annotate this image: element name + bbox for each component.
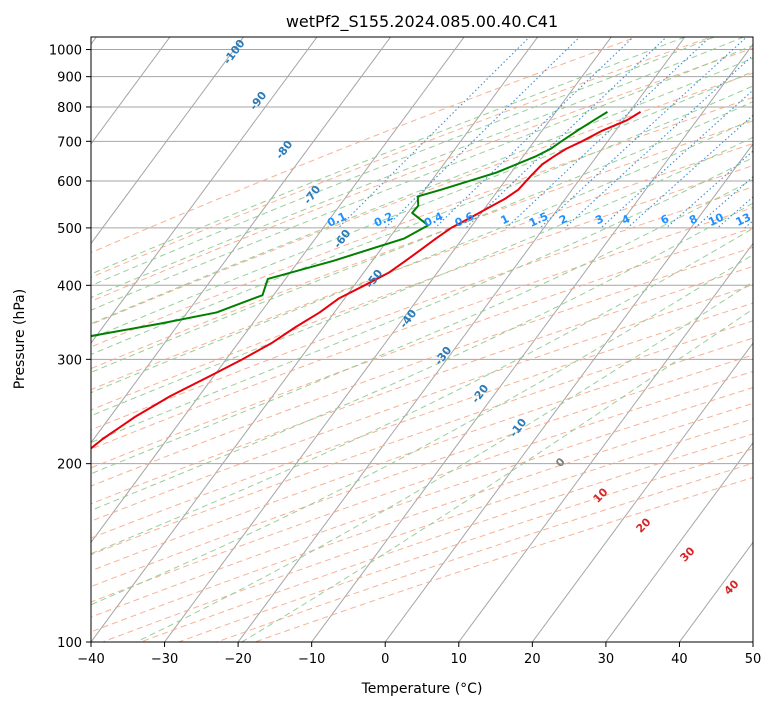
isotherm-gridline [531,342,753,642]
moist-adiabat [91,254,753,606]
isotherm-gridline [91,37,245,245]
chart-title: wetPf2_S155.2024.085.00.40.C41 [286,12,558,32]
moist-adiabat [91,101,753,373]
dewpoint-line [91,110,608,338]
x-tick-label: 30 [598,652,615,667]
y-tick-label: 900 [57,71,82,86]
mixing-ratio-line [665,150,753,229]
x-tick-label: −30 [151,652,178,667]
y-tick-label: 200 [57,458,82,473]
moist-adiabat [91,37,744,299]
moist-adiabat [91,178,753,475]
mixing-ratio-line [465,37,668,229]
y-tick-label: 100 [57,636,82,651]
mixing-ratio-line [600,89,753,229]
y-tick-label: 700 [57,135,82,150]
isotherm-gridline [458,242,753,642]
moist-adiabat [91,136,753,417]
mixing-ratio-line [384,37,581,229]
moist-adiabat [91,227,753,555]
dry-adiabat [91,207,753,450]
dry-adiabat [91,320,753,556]
dry-adiabat [139,433,753,642]
moist-adiabat [91,44,753,311]
mixing-ratio-label: 10 [706,210,726,228]
y-axis-title: Pressure (hPa) [12,289,28,389]
isotherm-gridline [91,37,171,145]
mixing-ratio-lines [337,37,753,229]
isotherm-gridline [163,37,612,642]
mixing-ratio-line [434,37,635,229]
isotherm-gridline [91,37,465,544]
dry-adiabat [91,120,753,370]
y-tick-label: 800 [57,101,82,116]
dry-adiabat [101,418,753,642]
moist-adiabat [240,308,753,642]
x-tick-label: 0 [381,652,389,667]
dry-adiabat [253,476,753,642]
plot-area: -100-90-80-70-60-50-40-30-20-10010203040… [91,37,753,642]
dry-adiabat [91,302,753,539]
isotherm-gridline [678,541,753,642]
moist-adiabat [91,70,753,339]
mixing-ratio-line [539,37,748,229]
x-tick-label: 40 [671,652,688,667]
x-tick-label: 10 [451,652,468,667]
sounding-series [91,110,642,450]
x-tick-label: −40 [77,652,104,667]
y-tick-label: 400 [57,279,82,294]
isotherm-gridline [91,37,392,444]
y-tick-label: 600 [57,175,82,190]
y-tick-label: 300 [57,353,82,368]
x-tick-label: 20 [524,652,541,667]
isotherm-grid [91,37,753,642]
x-axis-title: Temperature (°C) [361,681,483,697]
x-tick-label: 50 [745,652,762,667]
dry-adiabat [91,284,753,522]
x-tick-label: −20 [224,652,251,667]
dry-adiabat [91,354,753,588]
isobar-grid [91,49,753,642]
dry-adiabat [91,47,753,302]
dry-adiabat [91,96,753,348]
x-tick-label: −10 [298,652,325,667]
plot-frame [90,36,754,643]
dry-adiabat [91,337,753,572]
mixing-ratio-line [337,37,531,229]
isotherm-gridline [605,441,753,642]
y-axis: 100 200 300 400 500 600 700 800 900 1000 [49,44,91,651]
mixing-ratio-label: 13 [734,211,753,229]
dry-adiabat [91,142,753,391]
isotherm-gridline [91,37,539,642]
moist-adiabats [91,37,753,642]
y-tick-label: 1000 [49,44,82,59]
temperature-line [91,110,642,450]
y-tick-label: 500 [57,222,82,237]
x-axis: −40 −30 −20 −10 0 10 20 30 40 50 [77,642,761,667]
dry-adiabat [91,186,753,431]
isotherm-gridline [91,37,318,344]
dry-adiabat [215,462,753,642]
mixing-ratio-line [627,114,753,229]
dry-adiabat [91,72,753,326]
dry-adiabat [91,164,753,411]
isotherm-gridline [384,143,753,642]
isotherm-gridline [237,37,686,642]
